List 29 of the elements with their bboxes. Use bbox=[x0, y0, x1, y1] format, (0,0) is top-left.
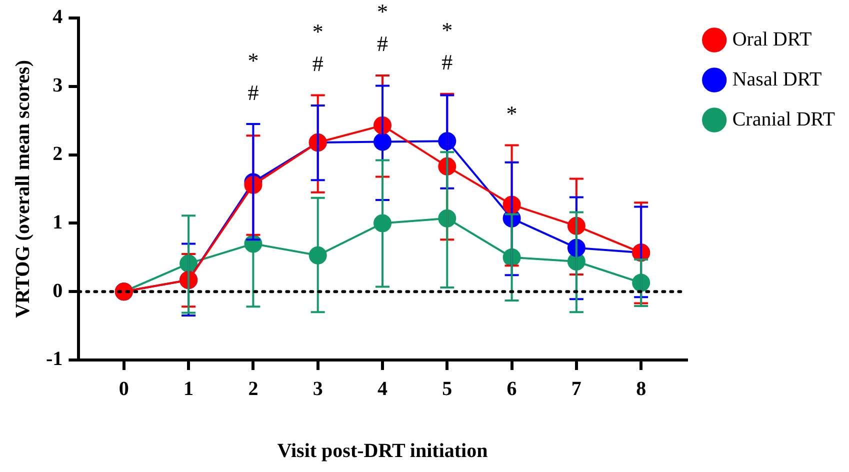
x-tick-label: 5 bbox=[442, 378, 452, 400]
legend-label: Nasal DRT bbox=[732, 68, 822, 90]
annotation: * bbox=[442, 18, 453, 43]
annotation: * bbox=[506, 101, 518, 126]
y-tick-label: 4 bbox=[52, 6, 63, 28]
x-tick-label: 6 bbox=[506, 378, 517, 400]
annotation: # bbox=[376, 31, 388, 56]
annotation: * bbox=[248, 48, 259, 73]
y-tick-label: 2 bbox=[52, 142, 63, 165]
y-tick-label: 3 bbox=[52, 74, 63, 97]
x-tick-label: 0 bbox=[118, 378, 129, 400]
annotation: # bbox=[442, 50, 453, 75]
x-tick-label: 8 bbox=[636, 378, 646, 400]
y-tick-label: -1 bbox=[46, 348, 63, 370]
annotation: * bbox=[312, 19, 324, 44]
x-axis-title: Visit post-DRT initiation bbox=[277, 440, 488, 462]
annotation: * bbox=[376, 0, 388, 24]
y-axis-title: VRTOG (overall mean scores) bbox=[12, 60, 34, 318]
x-tick-label: 2 bbox=[248, 378, 258, 400]
legend-label: Oral DRT bbox=[732, 28, 812, 50]
annotation: # bbox=[248, 80, 259, 105]
x-tick-label: 3 bbox=[312, 378, 323, 400]
y-tick-label: 1 bbox=[52, 211, 63, 234]
annotation: # bbox=[312, 51, 324, 76]
x-tick-label: 7 bbox=[571, 378, 582, 400]
y-tick-label: 0 bbox=[52, 280, 63, 302]
x-tick-label: 4 bbox=[377, 378, 388, 400]
legend-label: Cranial DRT bbox=[732, 108, 836, 130]
x-tick-label: 1 bbox=[184, 378, 194, 400]
